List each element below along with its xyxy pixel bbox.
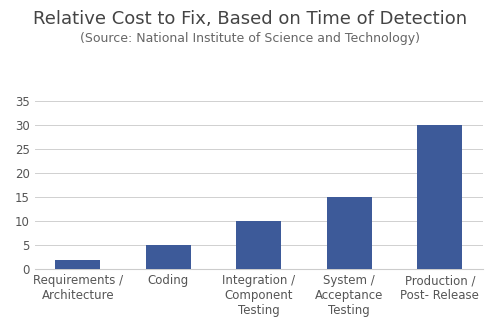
Bar — [236, 221, 282, 269]
Bar — [55, 260, 100, 269]
Text: (Source: National Institute of Science and Technology): (Source: National Institute of Science a… — [80, 32, 420, 45]
Text: Relative Cost to Fix, Based on Time of Detection: Relative Cost to Fix, Based on Time of D… — [33, 10, 467, 28]
Bar — [417, 125, 463, 269]
Bar — [326, 197, 372, 269]
Bar — [146, 245, 191, 269]
